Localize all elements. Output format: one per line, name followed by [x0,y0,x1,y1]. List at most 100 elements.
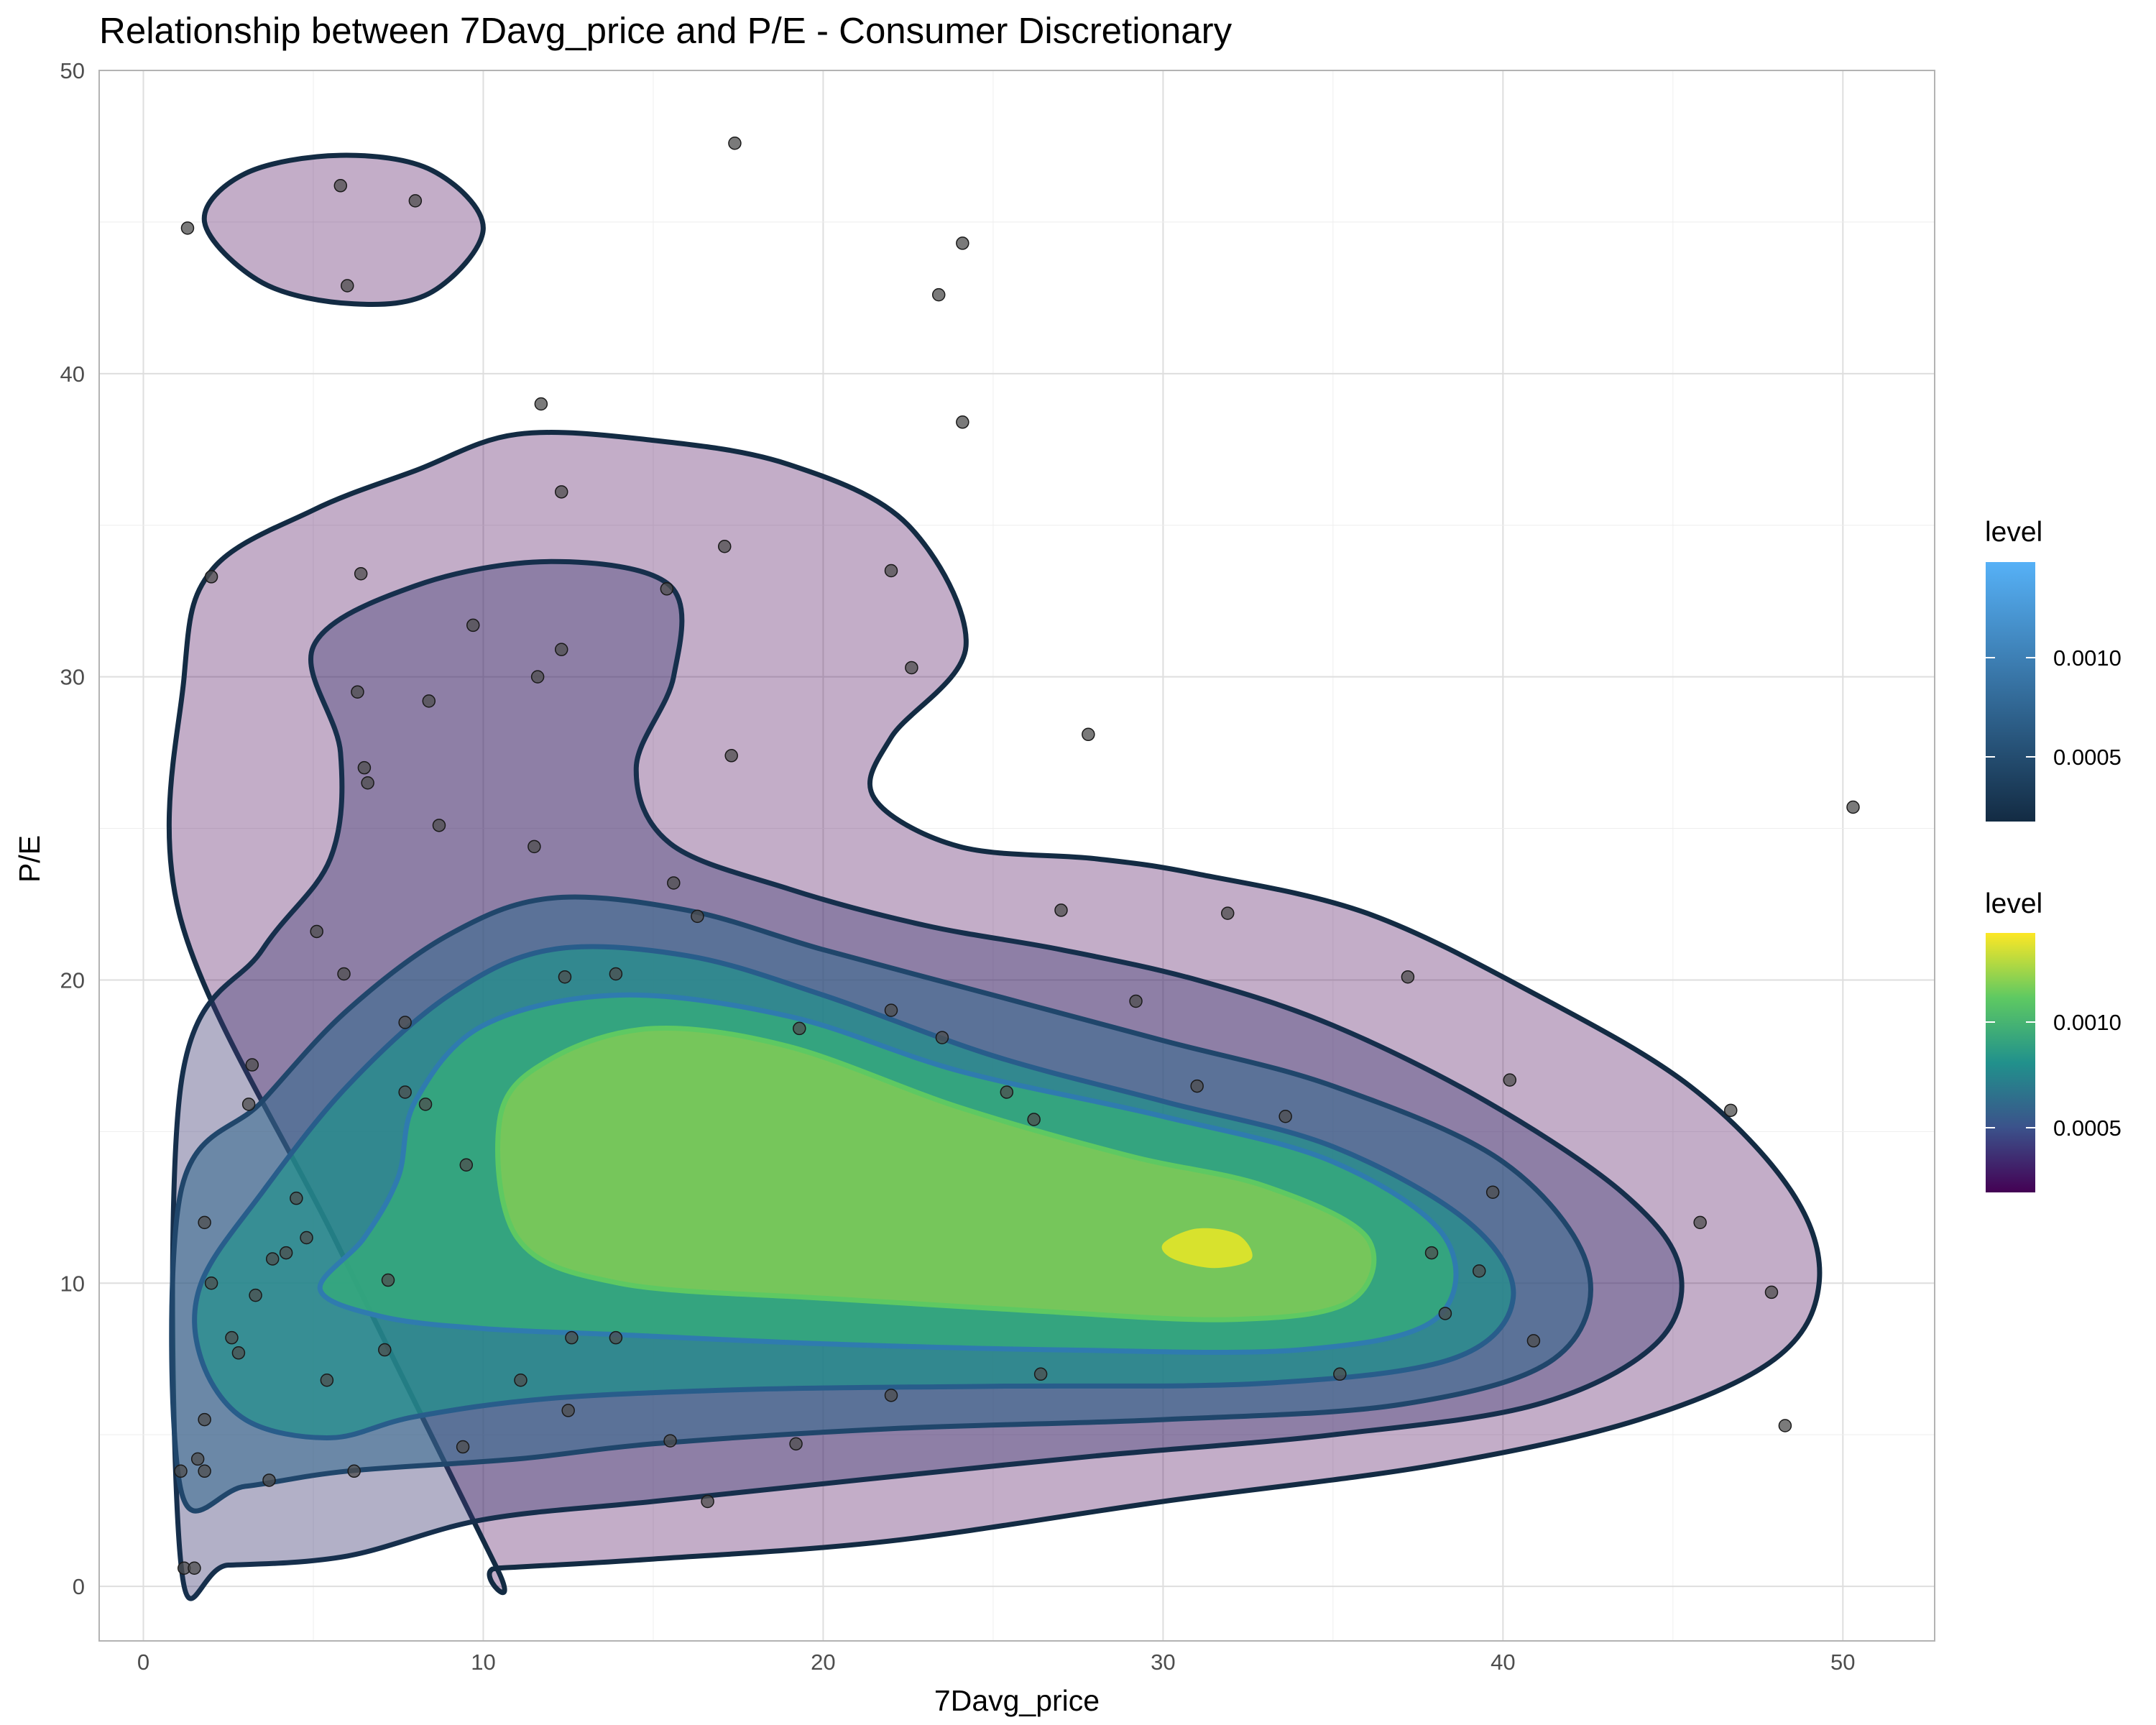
scatter-point [279,1246,293,1260]
contour-band-6 [495,1025,1377,1322]
scatter-point [514,1373,528,1387]
scatter-point [565,1330,579,1345]
scatter-point [418,1098,433,1111]
scatter-point [310,924,323,939]
scatter-point [1472,1264,1486,1278]
x-tick-label: 20 [811,1650,835,1675]
x-axis-ticks: 0 10 20 30 40 50 [137,1650,1856,1675]
y-axis-title: P/E [13,835,46,883]
scatter-point [1033,1367,1048,1381]
scatter-point [456,1440,470,1454]
scatter-point [1503,1073,1517,1087]
scatter-point [347,1464,361,1478]
scatter-point [905,661,918,675]
scatter-point [1693,1215,1707,1230]
scatter-point [1438,1307,1452,1320]
scatter-point [956,415,969,429]
scatter-point [398,1085,412,1099]
chart-title: Relationship between 7Davg_price and P/E… [99,10,1233,51]
scatter-point [667,876,681,890]
legend-fill-label-low: 0.0005 [2053,1116,2122,1141]
scatter-point [528,840,541,854]
scatter-point [188,1561,201,1576]
scatter-point [724,749,738,763]
scatter-point [357,760,372,775]
scatter-point [701,1494,714,1509]
scatter-point [290,1191,303,1205]
scatter-point [320,1373,334,1387]
scatter-point [609,967,623,981]
legend-colour-title: level [1985,517,2042,548]
scatter-point [262,1473,276,1487]
scatter-point [1333,1367,1347,1381]
density-contours [166,152,1823,1601]
scatter-point [198,1464,211,1478]
scatter-point [956,236,969,250]
scatter-point [1778,1419,1792,1432]
scatter-point [241,1098,256,1111]
x-tick-label: 40 [1491,1650,1515,1675]
scatter-point [1054,903,1068,917]
scatter-point [398,1016,412,1029]
scatter-point [561,1404,575,1417]
scatter-point [351,685,364,699]
scatter-point [408,194,423,208]
scatter-point [1027,1113,1041,1126]
scatter-point [265,1252,280,1266]
legend-fill-label-high: 0.0010 [2053,1010,2122,1035]
x-tick-label: 50 [1830,1650,1855,1675]
legend-colour-label-low: 0.0005 [2053,745,2122,770]
scatter-point [300,1230,313,1245]
x-tick-label: 10 [471,1650,495,1675]
y-tick-label: 30 [60,665,85,690]
scatter-point [466,618,480,632]
scatter-point [691,909,704,924]
y-tick-label: 50 [60,58,85,83]
scatter-point [361,776,374,790]
scatter-point [1401,970,1415,984]
legend-colour-label-high: 0.0010 [2053,645,2122,671]
y-tick-label: 20 [60,967,85,993]
scatter-point [225,1330,239,1345]
scatter-point [935,1031,949,1044]
scatter-point [1082,727,1095,742]
scatter-point [1764,1285,1779,1300]
scatter-point [198,1215,211,1230]
scatter-point [884,1389,898,1402]
scatter-point [793,1021,806,1036]
scatter-point [249,1288,262,1302]
legend-colour-bar [1986,562,2035,822]
scatter-point [432,819,446,832]
scatter-point [1129,994,1143,1008]
x-tick-label: 0 [137,1650,149,1675]
scatter-point [609,1330,623,1345]
scatter-point [1190,1079,1204,1093]
plot-border [98,70,1935,1642]
scatter-point [378,1343,392,1357]
scatter-point [884,564,898,578]
scatter-point [190,1452,205,1466]
scatter-point [931,288,946,302]
scatter-point [660,582,674,596]
scatter-point [231,1346,246,1360]
scatter-point [459,1158,474,1172]
legend-fill-bar [1986,933,2035,1192]
scatter-point [198,1412,211,1427]
legend-colour: level 0.0010 0.0005 [1985,517,2122,822]
scatter-point [663,1434,677,1448]
scatter-point [884,1003,898,1017]
scatter-point [1220,906,1235,920]
x-tick-label: 30 [1151,1650,1175,1675]
y-axis-ticks: 0 10 20 30 40 50 [60,58,85,1599]
scatter-point [534,397,548,411]
scatter-point [1000,1085,1014,1099]
y-tick-label: 40 [60,362,85,387]
scatter-points [174,136,1860,1576]
y-tick-label: 10 [60,1271,85,1296]
scatter-point [1485,1185,1500,1199]
scatter-point [554,485,568,499]
scatter-point [1279,1110,1292,1123]
contour-band-isolated [201,152,486,308]
y-tick-label: 0 [73,1574,85,1599]
